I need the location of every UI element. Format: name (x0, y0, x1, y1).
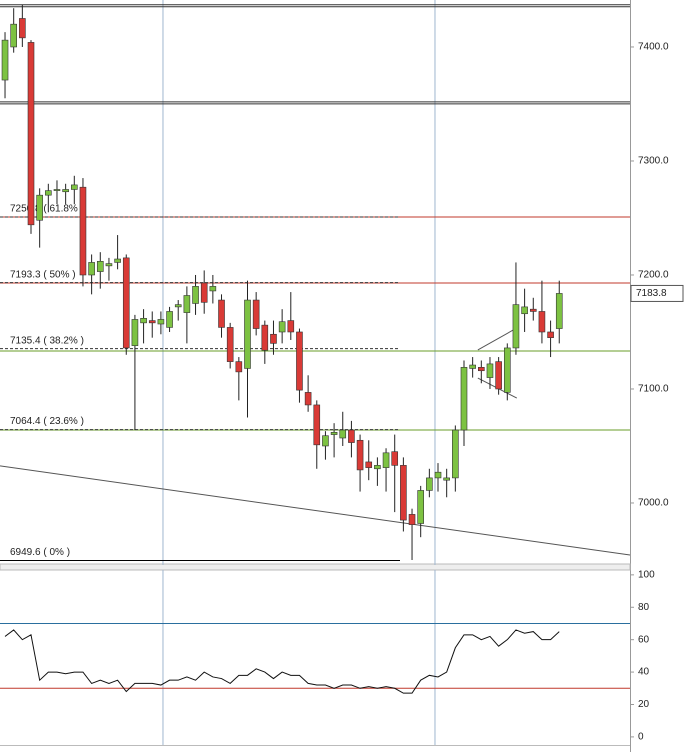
candle-body (322, 435, 329, 447)
y-tick-label: 7100.0 (638, 384, 669, 395)
candle-body (356, 439, 364, 471)
candle-body (417, 490, 424, 524)
fib-label: 7064.4 ( 23.6% ) (10, 416, 84, 427)
candle-body (503, 347, 511, 393)
candle-body (529, 308, 537, 312)
candle-body (148, 320, 156, 324)
trend-line (477, 327, 518, 351)
y-tick-label: 7400.0 (638, 42, 669, 53)
candle-body (235, 361, 243, 373)
candle-body (62, 189, 69, 193)
candle-body (296, 331, 303, 391)
candle-body (304, 392, 312, 406)
candle-body (547, 331, 554, 338)
candle-body (460, 367, 468, 431)
candle-body (270, 333, 277, 344)
candle-body (140, 317, 147, 324)
y-tick-label: 40 (638, 667, 650, 678)
candle-body (374, 465, 381, 470)
candle-body (244, 299, 251, 369)
candle-body (174, 304, 182, 308)
candle-body (96, 260, 104, 272)
y-tick-label: 7200.0 (638, 270, 669, 281)
fib-label: 6949.6 ( 0% ) (10, 547, 70, 558)
candle-body (19, 18, 26, 39)
candle-body (452, 429, 459, 479)
candle-body (122, 257, 130, 349)
candle-body (495, 361, 502, 390)
candle-body (400, 465, 407, 521)
panel-splitter[interactable] (0, 563, 631, 571)
candle-body (226, 327, 234, 362)
candle-body (538, 311, 546, 333)
candle-body (200, 282, 208, 303)
candle-body (382, 452, 390, 468)
candle-body (105, 263, 113, 267)
candle-body (114, 258, 121, 263)
candle-body (478, 367, 485, 372)
candle-body (79, 186, 87, 276)
candle-body (45, 190, 52, 196)
candle-body (192, 286, 199, 304)
candle-body (348, 429, 355, 443)
price-label: 7183.8 (636, 288, 667, 299)
candle-body (330, 432, 338, 435)
candle-body (71, 184, 78, 190)
fib-label: 7193.3 ( 50% ) (10, 269, 76, 280)
candle-body (313, 404, 321, 446)
candle-body (486, 363, 494, 378)
y-tick-label: 7000.0 (638, 498, 669, 509)
candle-body (166, 311, 173, 328)
candle-body (555, 293, 563, 329)
candle-body (183, 295, 191, 313)
y-tick-label: 7300.0 (638, 156, 669, 167)
y-tick-label: 60 (638, 634, 650, 645)
fib-label: 7250.8 ( 61.8% ) (10, 204, 84, 215)
candle-body (408, 514, 416, 525)
candle-body (287, 320, 295, 333)
candle-body (53, 189, 61, 191)
candle-body (261, 324, 269, 351)
candle-body (36, 194, 43, 221)
candle-body (218, 299, 225, 328)
y-tick-label: 100 (638, 570, 655, 581)
candle-body (10, 23, 17, 48)
candle-body (157, 319, 165, 325)
candle-body (443, 477, 450, 481)
candle-body (391, 451, 399, 466)
price-box (630, 284, 684, 302)
rsi-line (4, 629, 560, 694)
candle-body (278, 321, 286, 333)
candle-body (27, 42, 35, 226)
candle-body (131, 319, 139, 346)
candle-body (426, 477, 433, 491)
candle-body (209, 286, 217, 292)
candle-body (88, 262, 95, 276)
y-tick-label: 0 (638, 732, 644, 743)
y-tick-label: 20 (638, 699, 650, 710)
candle-body (434, 471, 442, 479)
candle-body (1, 39, 9, 81)
candle-body (365, 461, 373, 468)
candle-body (512, 304, 520, 349)
candle-body (521, 306, 528, 315)
trend-line (0, 465, 631, 556)
y-tick-label: 80 (638, 602, 650, 613)
fib-label: 7135.4 ( 38.2% ) (10, 335, 84, 346)
candle-body (339, 429, 347, 439)
candle-body (252, 299, 260, 329)
candle-body (469, 364, 476, 369)
